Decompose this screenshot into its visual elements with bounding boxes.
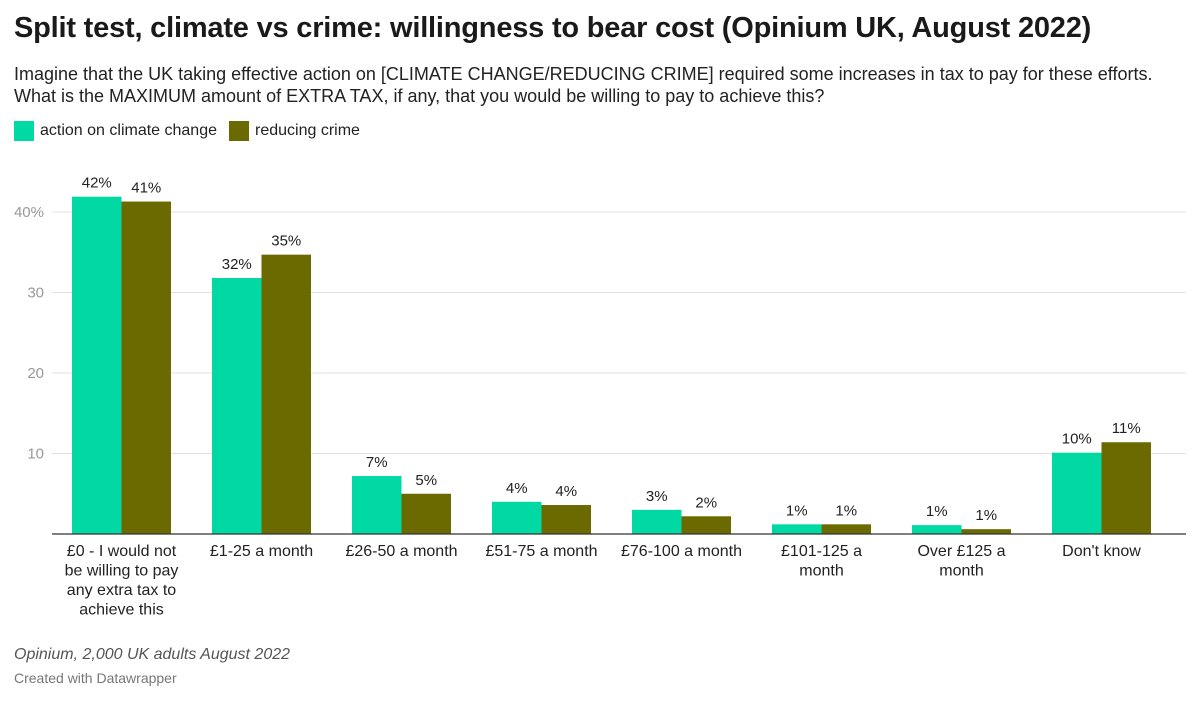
bar xyxy=(352,476,402,534)
legend-swatch-crime xyxy=(229,121,249,141)
data-label: 11% xyxy=(1112,420,1141,437)
bar-chart: 40% 30 20 10 42% 41% £0 - I would not be willin… xyxy=(14,175,1186,619)
x-tick-label: £51-75 a month xyxy=(485,543,597,560)
x-tick-label: £26-50 a month xyxy=(345,543,457,560)
source-note: Opinium, 2,000 UK adults August 2022 xyxy=(14,646,291,663)
x-tick-label: achieve this xyxy=(79,602,164,619)
data-label: 10% xyxy=(1062,431,1092,448)
legend-item-climate: action on climate change xyxy=(14,121,217,141)
x-tick-label: be willing to pay xyxy=(65,563,179,580)
legend-label-crime: reducing crime xyxy=(255,122,360,139)
bar xyxy=(72,196,122,534)
bar xyxy=(632,509,682,534)
y-tick-label: 30 xyxy=(27,285,44,302)
chart-title: Split test, climate vs crime: willingnes… xyxy=(14,12,1092,44)
bar xyxy=(1101,442,1151,534)
data-label: 1% xyxy=(786,502,808,519)
data-label: 2% xyxy=(695,494,717,511)
legend-label-climate: action on climate change xyxy=(40,122,217,139)
data-label: 4% xyxy=(506,480,528,497)
bar xyxy=(261,254,311,535)
bar xyxy=(121,201,171,534)
data-label: 42% xyxy=(82,175,112,192)
legend: action on climate change reducing crime xyxy=(14,121,372,141)
credit-note: Created with Datawrapper xyxy=(14,670,177,686)
bar xyxy=(912,525,962,534)
x-tick-label: Over £125 a xyxy=(917,543,1005,560)
bar xyxy=(681,516,731,534)
bar xyxy=(401,493,451,534)
data-label: 1% xyxy=(835,502,857,519)
bar xyxy=(492,501,542,534)
bar xyxy=(1052,452,1102,534)
x-tick-label: £1-25 a month xyxy=(210,543,313,560)
data-label: 1% xyxy=(926,503,948,520)
chart-subtitle: Imagine that the UK taking effective act… xyxy=(14,64,1153,106)
data-label: 1% xyxy=(975,507,997,524)
x-tick-label: month xyxy=(939,563,983,580)
x-tick-label: any extra tax to xyxy=(67,582,176,599)
y-tick-label: 10 xyxy=(27,446,44,463)
data-label: 4% xyxy=(555,483,577,500)
data-label: 32% xyxy=(222,256,252,273)
x-tick-label: month xyxy=(799,563,843,580)
legend-item-crime: reducing crime xyxy=(229,121,360,141)
bar xyxy=(961,529,1011,534)
data-label: 35% xyxy=(271,233,301,250)
data-label: 3% xyxy=(646,488,668,505)
data-label: 41% xyxy=(131,180,161,197)
bar xyxy=(772,524,822,534)
data-label: 5% xyxy=(415,472,437,489)
bar xyxy=(212,278,262,534)
legend-swatch-climate xyxy=(14,121,34,141)
x-tick-label: Don't know xyxy=(1062,543,1141,560)
x-tick-label: £101-125 a xyxy=(781,543,862,560)
y-tick-label: 20 xyxy=(27,365,44,382)
x-tick-label: £76-100 a month xyxy=(621,543,742,560)
bar xyxy=(821,524,871,534)
data-label: 7% xyxy=(366,454,388,471)
x-tick-label: £0 - I would not xyxy=(67,543,177,560)
y-tick-label: 40% xyxy=(14,204,44,221)
bar xyxy=(541,505,591,534)
